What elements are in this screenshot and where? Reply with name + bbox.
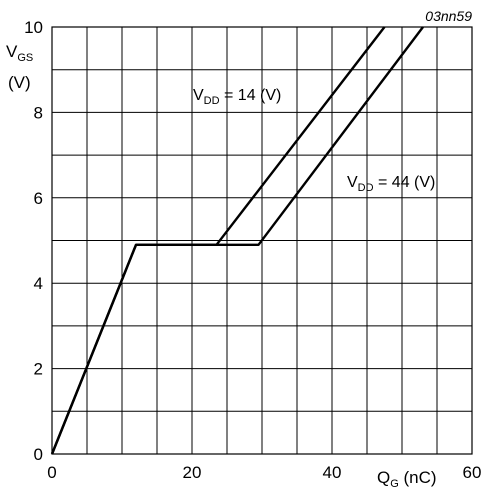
y-axis-label-main: V bbox=[6, 42, 18, 61]
series-label-main: V bbox=[193, 87, 204, 104]
grid bbox=[52, 27, 472, 454]
x-tick-label: 0 bbox=[47, 463, 56, 482]
x-tick-label: 20 bbox=[183, 463, 202, 482]
y-axis-label-sub: GS bbox=[17, 52, 33, 64]
x-axis-label: QG (nC) bbox=[377, 468, 437, 490]
y-tick-label: 0 bbox=[34, 445, 43, 464]
y-tick-label: 2 bbox=[34, 360, 43, 379]
y-tick-label: 6 bbox=[34, 189, 43, 208]
y-axis-unit: (V) bbox=[8, 73, 31, 92]
y-tick-label: 10 bbox=[24, 18, 43, 37]
figure-code-annotation: 03nn59 bbox=[425, 8, 472, 24]
series-label-suffix: = 14 (V) bbox=[220, 87, 282, 104]
series-line-vdd-44 bbox=[50, 26, 424, 455]
series-label-vdd-14: VDD = 14 (V) bbox=[193, 87, 281, 107]
x-tick-label: 60 bbox=[463, 463, 482, 482]
series-lines bbox=[50, 26, 424, 455]
y-tick-label: 4 bbox=[34, 274, 43, 293]
x-axis-label-main: Q bbox=[377, 468, 390, 487]
series-label-main: V bbox=[347, 174, 358, 191]
x-axis-label-suffix: (nC) bbox=[399, 468, 437, 487]
series-label-sub: DD bbox=[358, 182, 374, 194]
plot-frame bbox=[51, 26, 473, 455]
series-label-vdd-44: VDD = 44 (V) bbox=[347, 174, 435, 194]
series-label-suffix: = 44 (V) bbox=[374, 174, 436, 191]
tick-labels: 0 20 40 60 0 2 4 6 8 10 bbox=[24, 18, 481, 482]
series-label-sub: DD bbox=[204, 95, 220, 107]
y-tick-label: 8 bbox=[34, 103, 43, 122]
y-axis-label: VGS bbox=[6, 42, 33, 64]
x-tick-label: 40 bbox=[323, 463, 342, 482]
x-axis-label-sub: G bbox=[390, 478, 399, 490]
